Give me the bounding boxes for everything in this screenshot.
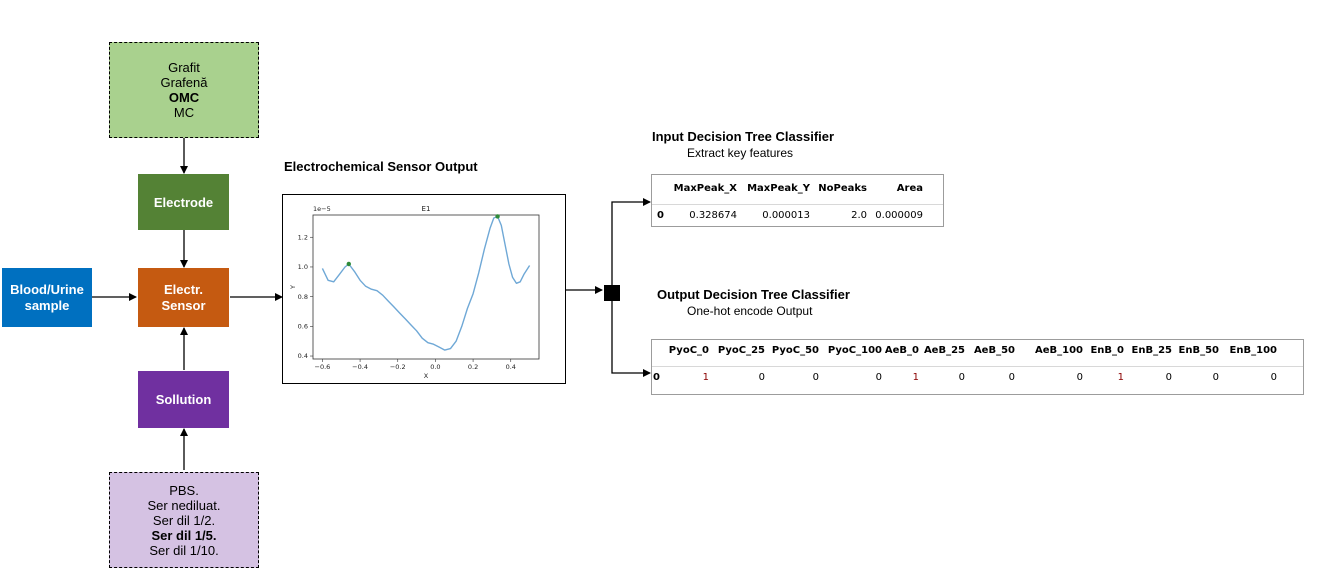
electrode-label: Electrode <box>153 194 214 210</box>
sample-label-line: Blood/Urine <box>10 281 84 297</box>
table-cell: 2.0 <box>851 210 867 221</box>
table-header-cell: AeB_25 <box>923 345 965 356</box>
output-classifier-title: Output Decision Tree Classifier <box>657 287 850 302</box>
table-cell: 0.000013 <box>762 210 810 221</box>
table-row: 0 0.328674 0.000013 2.0 0.000009 <box>652 204 943 227</box>
table-header-cell: PyoC_25 <box>717 345 765 356</box>
sample-label-line: sample <box>24 297 70 313</box>
solution-item: Ser dil 1/5. <box>151 527 217 543</box>
table-cell: 1 <box>702 372 709 383</box>
table-cell: 0 <box>1212 372 1219 383</box>
table-header-cell: MaxPeak_Y <box>747 183 810 194</box>
table-cell: 0.328674 <box>689 210 737 221</box>
x-tick-label: 0.2 <box>468 363 478 371</box>
input-classifier-title: Input Decision Tree Classifier <box>652 129 835 144</box>
table-cell: 0 <box>758 372 765 383</box>
table-header-cell: PyoC_0 <box>668 345 709 356</box>
input-classifier-subtitle: Extract key features <box>687 146 794 160</box>
y-axis-label: Y <box>289 285 297 290</box>
y-tick-label: 1.0 <box>298 263 308 271</box>
table-header-cell: AeB_50 <box>973 345 1015 356</box>
solution-block: Sollution <box>138 371 229 428</box>
table-cell: 0 <box>1076 372 1083 383</box>
table-row: 0 1 0 0 0 1 0 0 0 1 0 0 0 <box>652 366 1303 389</box>
table-header-cell: PyoC_50 <box>771 345 819 356</box>
row-index: 0 <box>657 210 664 221</box>
peak-marker <box>495 214 500 219</box>
table-header-cell: AeB_100 <box>1034 345 1083 356</box>
table-header-cell: EnB_25 <box>1131 345 1173 356</box>
table-header-cell: Area <box>896 183 923 194</box>
y-tick-label: 1.2 <box>298 233 308 241</box>
sensor-label-line: Electr. <box>163 281 204 297</box>
solutions-list-box: PBS. Ser nediluat. Ser dil 1/2. Ser dil … <box>109 472 259 568</box>
material-item: OMC <box>168 90 200 105</box>
y-tick-label: 0.4 <box>298 352 308 360</box>
row-index: 0 <box>653 372 660 383</box>
x-tick-label: −0.6 <box>315 363 331 371</box>
table-header-cell: NoPeaks <box>818 183 867 194</box>
plot-area <box>312 214 540 360</box>
material-item: Grafit <box>168 60 200 75</box>
x-axis-label: X <box>424 372 429 380</box>
sample-block: Blood/Urine sample <box>2 268 92 327</box>
table-header-cell: PyoC_100 <box>827 345 882 356</box>
x-tick-label: 0.4 <box>506 363 516 371</box>
solution-item: PBS. <box>169 482 199 498</box>
x-tick-label: −0.4 <box>352 363 368 371</box>
table-header-cell: AeB_0 <box>884 345 919 356</box>
solution-label: Sollution <box>155 392 212 407</box>
output-encoding-table: PyoC_0 PyoC_25 PyoC_50 PyoC_100 AeB_0 AeB_25 A… <box>651 339 1304 395</box>
sensor-block: Electr. Sensor <box>138 268 229 327</box>
arrow-junction-to-output-table <box>611 301 651 377</box>
x-tick-label: 0.0 <box>430 363 440 371</box>
table-header-cell: EnB_50 <box>1178 345 1220 356</box>
table-cell: 0 <box>1270 372 1277 383</box>
input-features-table: MaxPeak_X MaxPeak_Y NoPeaks Area 0 0.328… <box>651 174 944 227</box>
electrode-materials-box: Grafit Grafenă OMC MC <box>109 42 259 138</box>
table-header-cell: EnB_0 <box>1090 345 1124 356</box>
table-header-cell: MaxPeak_X <box>673 183 737 194</box>
table-cell: 0.000009 <box>875 210 923 221</box>
material-item: MC <box>173 105 195 120</box>
junction-node <box>604 285 620 301</box>
table-cell: 0 <box>1008 372 1015 383</box>
material-item: Grafenă <box>160 75 208 90</box>
y-tick-label: 0.6 <box>298 323 308 331</box>
electrode-block: Electrode <box>138 174 229 230</box>
chart-title: E1 <box>422 205 431 213</box>
solution-item: Ser dil 1/2. <box>152 512 216 528</box>
table-cell: 0 <box>958 372 965 383</box>
table-cell: 1 <box>1117 372 1124 383</box>
table-cell: 1 <box>912 372 919 383</box>
table-cell: 0 <box>812 372 819 383</box>
arrow-junction-to-input-table <box>611 198 651 285</box>
table-header-row: MaxPeak_X MaxPeak_Y NoPeaks Area <box>652 178 943 200</box>
table-cell: 0 <box>875 372 882 383</box>
output-classifier-subtitle: One-hot encode Output <box>687 304 813 318</box>
sensor-output-chart: E1 1e−5 −0.6 −0.4 −0.2 0.0 0.2 0.4 0.4 0.6 0.8 1.0 1… <box>289 205 540 380</box>
y-multiplier-label: 1e−5 <box>313 205 331 213</box>
series-line <box>321 215 531 351</box>
peak-marker <box>346 261 351 267</box>
sensor-output-title: Electrochemical Sensor Output <box>284 159 478 174</box>
table-header-row: PyoC_0 PyoC_25 PyoC_50 PyoC_100 AeB_0 AeB_25 A… <box>652 340 1303 362</box>
solution-item: Ser dil 1/10. <box>149 542 219 558</box>
y-tick-label: 0.8 <box>298 293 308 301</box>
solution-item: Ser nediluat. <box>147 497 221 513</box>
sensor-output-chart-frame: E1 1e−5 −0.6 −0.4 −0.2 0.0 0.2 0.4 0.4 0.6 0.8 1.0 1… <box>282 194 566 384</box>
x-tick-label: −0.2 <box>390 363 406 371</box>
table-header-cell: EnB_100 <box>1229 345 1277 356</box>
table-cell: 0 <box>1165 372 1172 383</box>
sensor-label-line: Sensor <box>161 297 206 313</box>
